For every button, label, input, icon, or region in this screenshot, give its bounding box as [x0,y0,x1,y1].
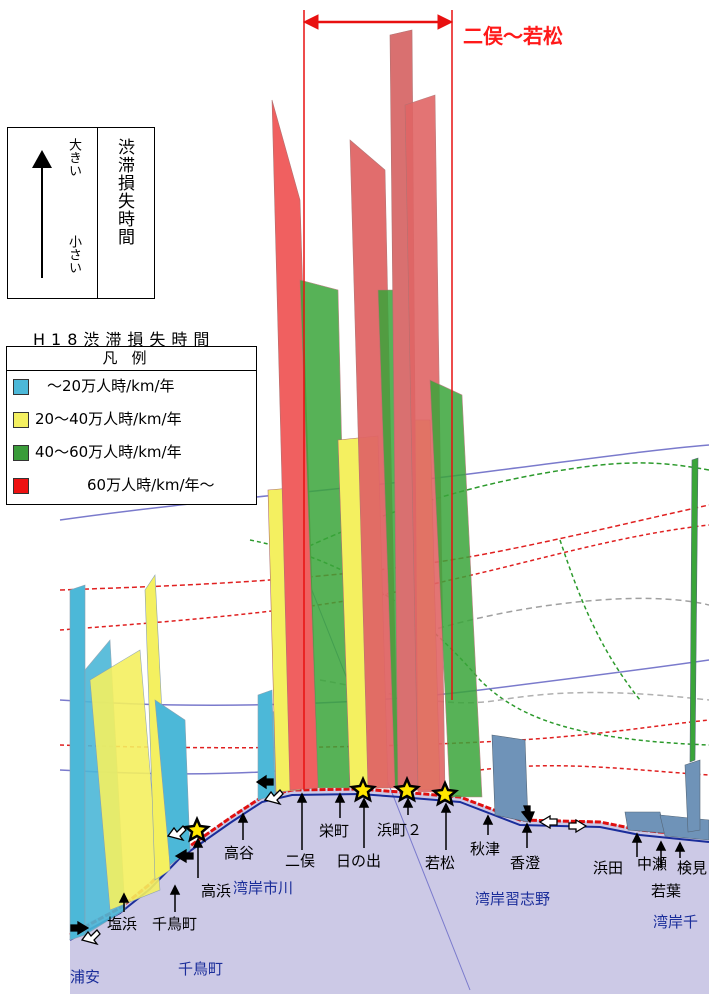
legend-swatch-yellow [13,412,29,428]
label-kosumi: 香澄 [510,854,541,872]
legend-label: 20～40万人時/km/年 [35,410,182,428]
legend-swatch-red [13,478,29,494]
label-futamata: 二俣 [285,852,316,870]
label-nakase: 中瀬 [637,855,668,873]
label-akitsu: 秋津 [470,840,501,858]
legend-label: 40～60万人時/km/年 [35,443,182,461]
district-chidoricho: 千鳥町 [178,960,224,978]
label-shiohama: 塩浜 [107,915,138,933]
indicator-big-label: 大きい [66,138,81,177]
legend-item: 20～40万人時/km/年 [7,404,256,437]
district-wangan-ichikawa: 湾岸市川 [233,879,294,897]
legend-label: ～20万人時/km/年 [47,377,175,395]
label-kemi: 検見 [677,859,708,877]
legend-item: 40～60万人時/km/年 [7,437,256,470]
legend-title: H18渋滞損失時間 [33,330,216,349]
up-arrow-icon [32,150,52,278]
label-takahama: 高浜 [201,882,232,900]
legend-label: 60万人時/km/年～ [87,476,215,494]
label-hamada: 浜田 [593,859,624,877]
range-title: 二俣～若松 [463,24,563,48]
district-wangan-narashino: 湾岸習志野 [475,890,551,908]
bars-center [267,29,483,798]
label-hamacho2: 浜町２ [377,821,423,839]
star-takahama [182,815,212,843]
legend-item: 60万人時/km/年～ [7,470,256,503]
bars-right [491,457,709,841]
label-wakaba: 若葉 [651,882,682,900]
indicator-divider [97,128,98,298]
bar-left-5 [154,699,191,866]
bar-left-1 [69,584,86,941]
legend: 凡例 ～20万人時/km/年 20～40万人時/km/年 40～60万人時/km… [6,346,257,505]
indicator-small-label: 小さい [66,235,81,274]
label-wakamatsu: 若松 [425,854,456,872]
label-chidoricho: 千鳥町 [152,915,198,933]
bar-hamada [624,811,666,834]
legend-header: 凡例 [7,347,256,371]
bar-right-green [689,457,699,763]
range-bracket [302,10,454,790]
legend-item: ～20万人時/km/年 [7,371,256,404]
direction-arrows [70,774,588,946]
indicator-title: 渋滞損失時間 [114,138,134,246]
bar-akitsu [491,734,529,823]
legend-swatch-blue [13,379,29,395]
star-hamacho [392,775,422,803]
label-sakaecho: 栄町 [319,822,350,840]
district-wangan-chiba: 湾岸千 [653,913,699,931]
magnitude-indicator: 大きい 小さい 渋滞損失時間 [7,127,155,299]
bar-left-3 [89,649,161,911]
district-urayasu: 浦安 [70,968,101,986]
star-hinode [348,775,378,803]
sea-area [70,787,709,994]
legend-swatch-green [13,445,29,461]
interchange-stars [182,775,460,843]
location-arrows [118,792,686,912]
bar-nakase [659,814,709,841]
label-hinode: 日の出 [336,852,382,870]
star-wakamatsu [430,779,460,807]
bar-kemi [684,759,701,833]
label-takaya: 高谷 [224,844,255,862]
